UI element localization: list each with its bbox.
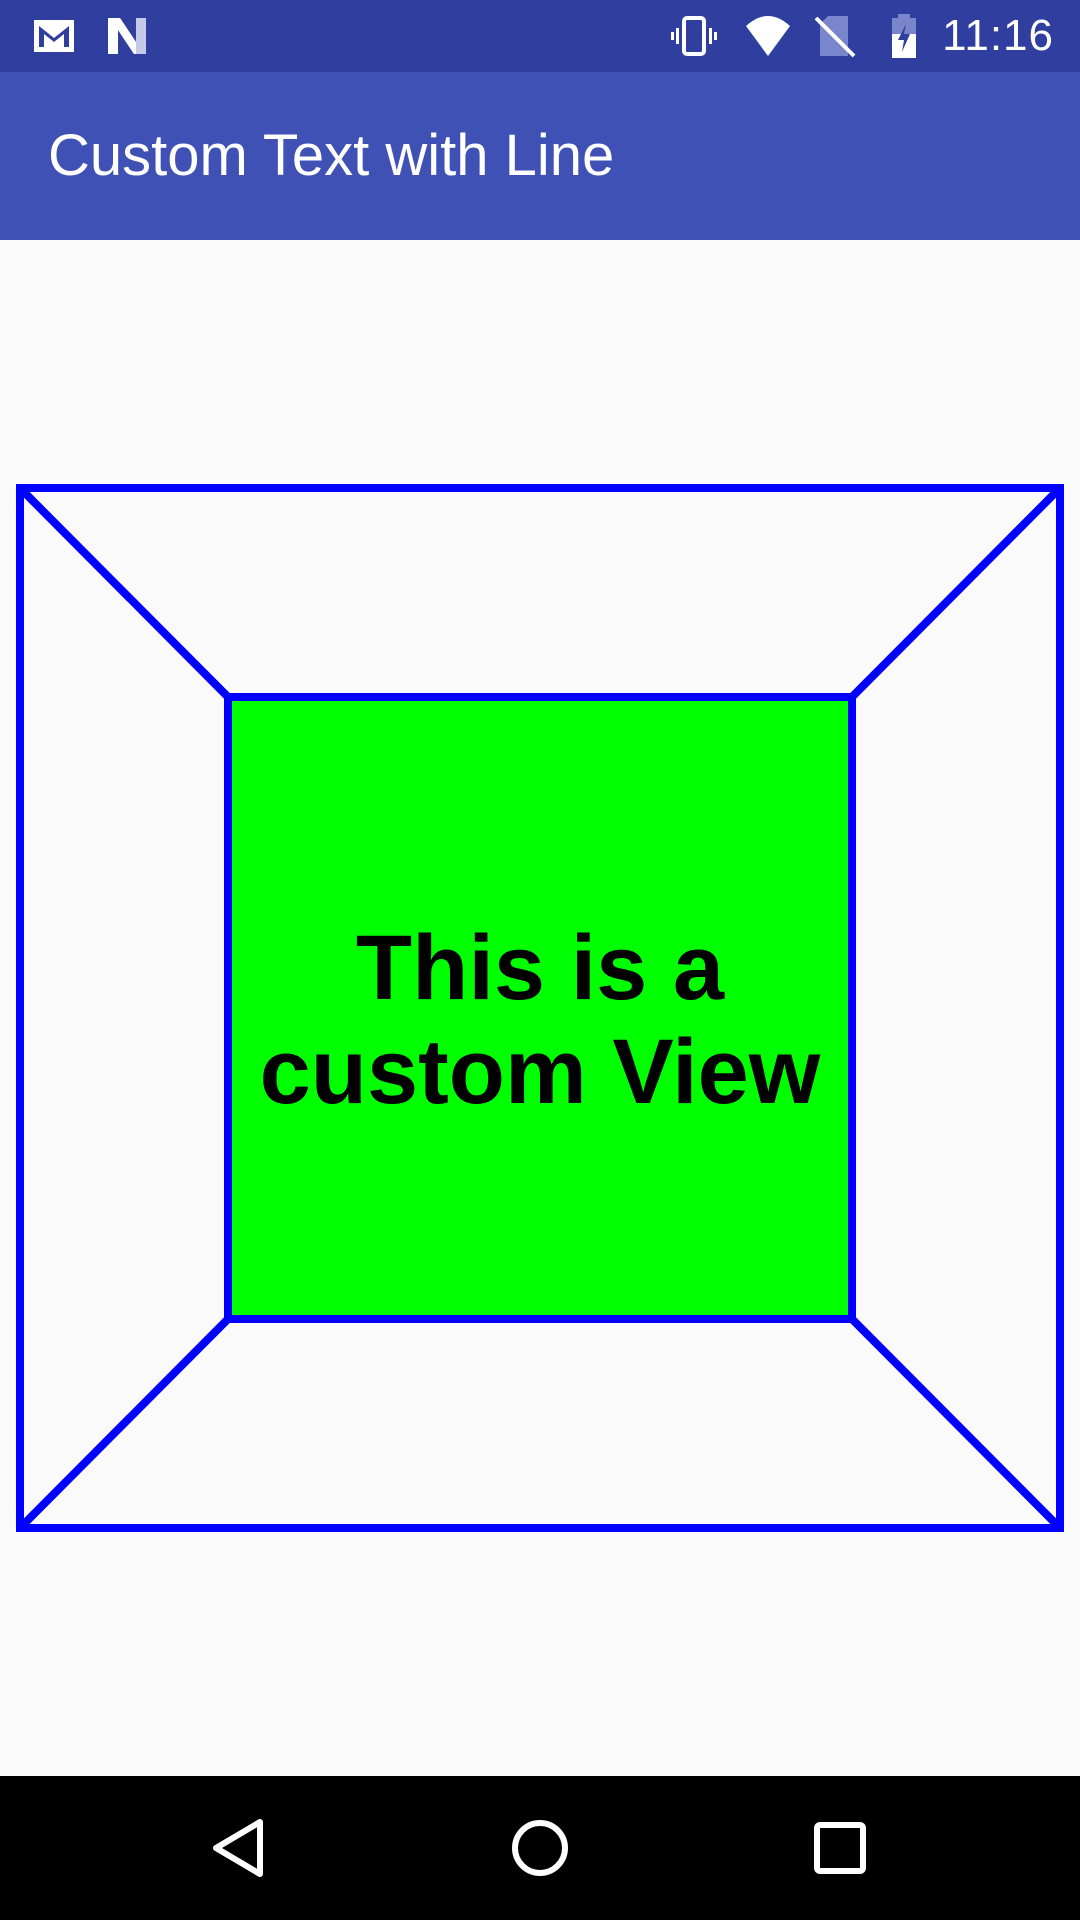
custom-view-text-line-2: custom View xyxy=(259,1021,821,1123)
app-title: Custom Text with Line xyxy=(48,123,615,188)
custom-view-line-top-right xyxy=(849,485,1063,700)
navigation-bar xyxy=(0,1776,1080,1920)
gmail-icon xyxy=(34,20,74,52)
vibrate-icon xyxy=(671,16,717,56)
app-bar: Custom Text with Line xyxy=(0,72,1080,240)
wifi-icon xyxy=(746,16,790,56)
home-button[interactable] xyxy=(492,1800,588,1896)
content-area: This is a custom View xyxy=(0,240,1080,1776)
custom-view-line-top-left xyxy=(17,485,231,700)
back-icon xyxy=(213,1819,263,1877)
custom-view-line-bottom-left xyxy=(17,1316,231,1531)
custom-view-line-bottom-right xyxy=(849,1316,1063,1531)
custom-view-text-line-1: This is a xyxy=(355,917,725,1019)
custom-view-inner-square xyxy=(224,693,856,1323)
back-button[interactable] xyxy=(192,1800,288,1896)
recents-button[interactable] xyxy=(792,1800,888,1896)
custom-view-text: This is a custom View xyxy=(228,916,852,1124)
status-time: 11:16 xyxy=(942,11,1054,60)
n-app-icon xyxy=(108,18,146,54)
custom-view xyxy=(16,484,1064,1532)
recents-icon xyxy=(814,1822,866,1874)
no-sim-icon xyxy=(814,16,856,58)
home-icon xyxy=(512,1820,568,1876)
status-bar: 11:16 xyxy=(0,0,1080,72)
battery-charging-icon xyxy=(892,14,916,58)
custom-view-outer-square xyxy=(16,484,1064,1532)
